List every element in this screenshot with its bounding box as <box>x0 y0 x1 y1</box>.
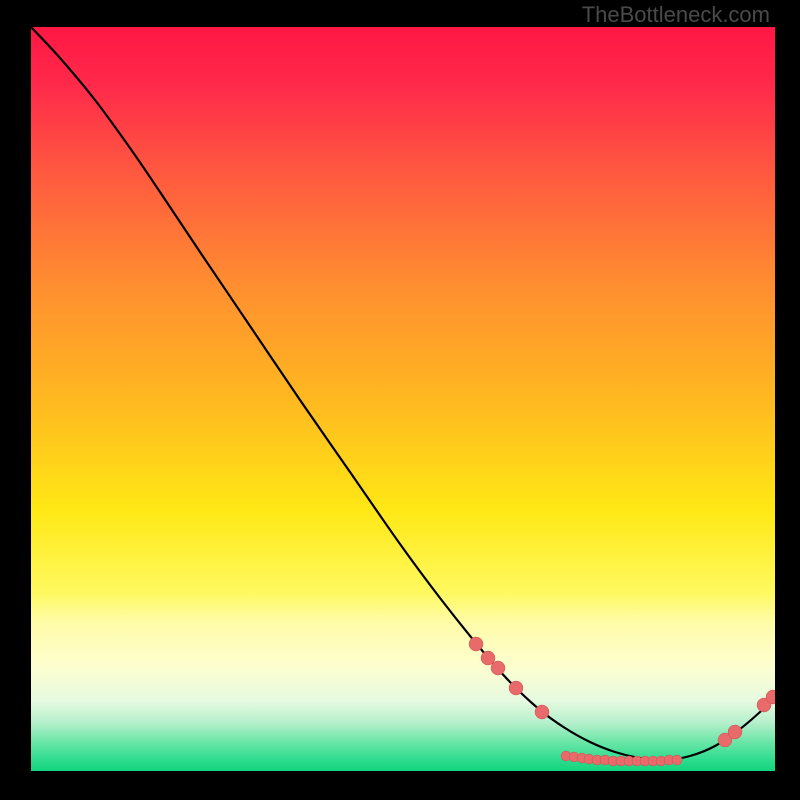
bottleneck-chart <box>0 0 800 800</box>
data-marker <box>535 705 549 719</box>
data-marker <box>766 690 780 704</box>
data-marker <box>509 681 523 695</box>
chart-root <box>0 0 800 800</box>
data-marker <box>469 637 483 651</box>
data-marker <box>491 661 505 675</box>
data-marker <box>728 725 742 739</box>
watermark-text: TheBottleneck.com <box>582 2 770 28</box>
plot-background <box>31 27 775 771</box>
data-marker <box>672 755 682 765</box>
